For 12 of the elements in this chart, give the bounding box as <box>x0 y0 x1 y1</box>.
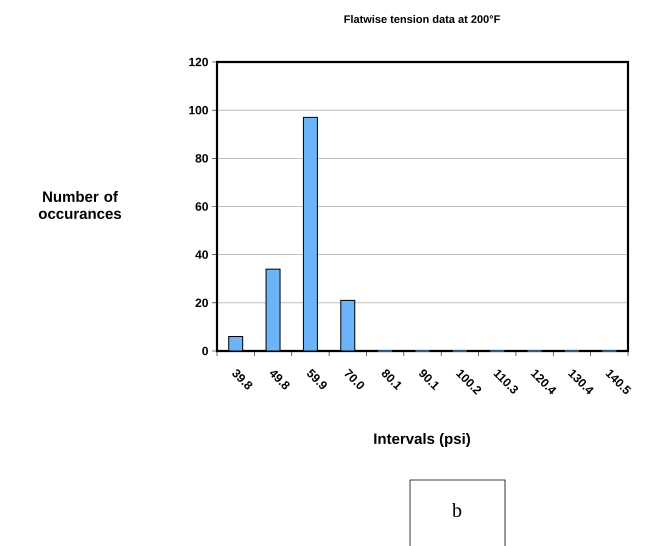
y-tick-label: 60 <box>196 202 208 211</box>
x-axis-title: Intervals (psi) <box>374 433 470 447</box>
y-tick-label: 0 <box>202 346 208 356</box>
x-tick-label: 49.8 <box>270 370 290 390</box>
chart-title: Flatwise tension data at 200°F <box>344 14 500 24</box>
y-tick-label: 120 <box>189 58 208 66</box>
y-tick-label: 80 <box>196 154 208 163</box>
y-axis-title: Number of occurances <box>38 190 122 219</box>
y-tick-label: 20 <box>196 298 208 308</box>
y-tick-label: 40 <box>195 250 208 259</box>
y-tick-label: 100 <box>189 106 208 114</box>
text: b <box>452 502 462 518</box>
